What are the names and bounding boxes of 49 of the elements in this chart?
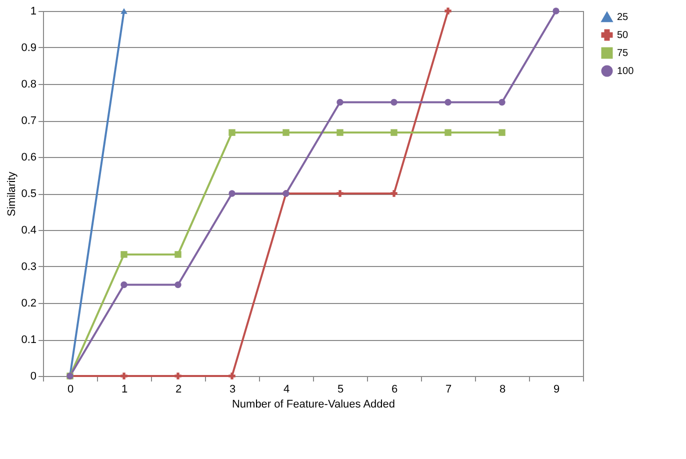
x-tick-label: 6 [391, 384, 398, 396]
x-tick-label: 1 [121, 384, 128, 396]
point [228, 372, 236, 380]
x-tick-label: 0 [67, 384, 74, 396]
point [336, 190, 344, 197]
point [498, 98, 506, 106]
x-tick-label: 4 [283, 384, 290, 396]
x-axis-title: Number of Feature-Values Added [232, 398, 396, 410]
point [552, 8, 560, 14]
point [174, 251, 182, 258]
point [498, 129, 506, 136]
point [444, 8, 452, 14]
y-tick-label: 0.4 [21, 224, 36, 236]
point [174, 372, 182, 380]
point [174, 281, 182, 288]
point [120, 372, 128, 380]
y-tick-label: 0.9 [21, 42, 36, 54]
x-tick-label: 8 [499, 384, 506, 396]
point [444, 98, 452, 106]
x-tick-label: 7 [445, 384, 452, 396]
y-tick-label: 1 [30, 6, 36, 18]
x-tick-label: 5 [337, 384, 344, 396]
legend-label: 100 [617, 66, 634, 77]
y-tick-label: 0.6 [21, 152, 36, 164]
y-tick-label: 0.2 [21, 298, 36, 310]
y-tick-label: 0.8 [21, 78, 36, 90]
y-axis-title: Similarity [6, 171, 18, 216]
point [120, 251, 128, 258]
x-tick-label: 2 [175, 384, 182, 396]
y-tick-label: 0 [30, 370, 36, 382]
point [336, 129, 344, 136]
x-tick-label: 9 [553, 384, 560, 396]
point [282, 129, 290, 136]
legend-label: 50 [617, 30, 629, 41]
point [228, 190, 236, 197]
legend-label: 75 [617, 48, 629, 59]
point [444, 129, 452, 136]
y-tick-label: 0.3 [21, 261, 36, 273]
y-tick-label: 0.1 [21, 334, 36, 346]
point [390, 190, 398, 197]
point [336, 98, 344, 106]
x-tick-label: 3 [229, 384, 236, 396]
point [120, 281, 128, 288]
y-tick-label: 0.7 [21, 115, 36, 127]
point [390, 129, 398, 136]
y-tick-label: 0.5 [21, 188, 36, 200]
point [228, 129, 236, 136]
point [390, 98, 398, 106]
legend-label: 25 [617, 12, 629, 23]
